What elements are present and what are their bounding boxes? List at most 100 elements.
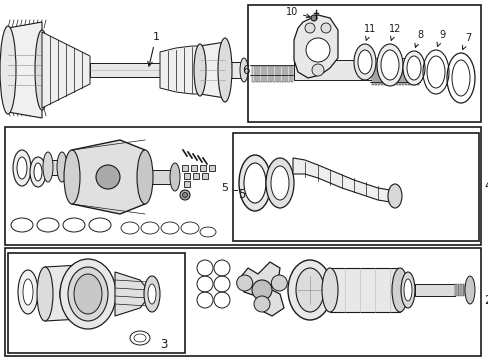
Polygon shape <box>240 262 284 316</box>
Polygon shape <box>293 15 337 78</box>
Bar <box>407 63 409 85</box>
Text: 7: 7 <box>462 33 470 49</box>
Polygon shape <box>292 158 389 202</box>
Ellipse shape <box>400 272 414 308</box>
Bar <box>459 284 461 296</box>
Bar <box>471 284 473 296</box>
Ellipse shape <box>170 163 180 191</box>
Polygon shape <box>42 32 90 108</box>
Bar <box>200 165 205 171</box>
Ellipse shape <box>239 155 270 211</box>
Bar <box>5 127 480 245</box>
Ellipse shape <box>295 268 324 312</box>
Ellipse shape <box>403 279 411 301</box>
Polygon shape <box>115 272 148 316</box>
Circle shape <box>180 190 190 200</box>
Bar <box>8 253 184 353</box>
Ellipse shape <box>74 274 102 314</box>
Bar <box>193 173 199 179</box>
Ellipse shape <box>353 44 375 80</box>
Bar <box>272 66 275 82</box>
Ellipse shape <box>72 267 88 321</box>
Bar <box>464 284 466 296</box>
Ellipse shape <box>68 267 108 321</box>
Text: 4: 4 <box>483 180 488 193</box>
Bar <box>386 63 388 85</box>
Bar <box>247 5 480 122</box>
Bar <box>371 63 373 85</box>
Bar <box>389 63 391 85</box>
Text: 5: 5 <box>238 189 245 202</box>
Ellipse shape <box>402 51 424 85</box>
Bar <box>467 284 468 296</box>
Text: 12: 12 <box>388 24 400 40</box>
Bar <box>413 63 415 85</box>
Ellipse shape <box>270 166 288 200</box>
Circle shape <box>320 23 330 33</box>
Text: 10: 10 <box>285 7 309 18</box>
Bar <box>232 133 478 241</box>
Bar <box>374 63 376 85</box>
Ellipse shape <box>57 152 67 182</box>
Ellipse shape <box>64 150 80 204</box>
Ellipse shape <box>387 184 401 208</box>
Bar <box>265 66 268 82</box>
Circle shape <box>271 275 287 291</box>
Polygon shape <box>200 42 224 98</box>
Ellipse shape <box>464 276 474 304</box>
Text: 2: 2 <box>483 293 488 306</box>
Bar <box>286 66 289 82</box>
Bar <box>280 66 282 82</box>
Ellipse shape <box>376 44 402 86</box>
Text: 3: 3 <box>160 338 167 351</box>
Bar <box>276 66 279 82</box>
Ellipse shape <box>34 163 42 181</box>
Ellipse shape <box>30 157 46 187</box>
Ellipse shape <box>218 38 231 102</box>
Ellipse shape <box>265 158 293 208</box>
Ellipse shape <box>391 268 407 312</box>
Bar <box>208 165 215 171</box>
Ellipse shape <box>0 26 16 114</box>
Text: 1: 1 <box>147 32 159 66</box>
Text: 5: 5 <box>221 183 227 193</box>
Ellipse shape <box>43 152 53 182</box>
Bar <box>255 66 258 82</box>
Ellipse shape <box>18 270 38 314</box>
Circle shape <box>311 64 324 76</box>
Ellipse shape <box>148 284 156 304</box>
Bar <box>293 60 371 80</box>
Text: 8: 8 <box>414 30 422 48</box>
Bar <box>251 66 254 82</box>
Circle shape <box>305 23 314 33</box>
Bar <box>182 165 187 171</box>
Bar <box>454 284 456 296</box>
Circle shape <box>253 296 269 312</box>
Ellipse shape <box>406 56 420 80</box>
Bar <box>283 66 285 82</box>
Bar <box>380 63 382 85</box>
Ellipse shape <box>321 268 337 312</box>
Bar <box>401 63 403 85</box>
Polygon shape <box>160 46 200 94</box>
Ellipse shape <box>240 58 247 82</box>
Bar <box>414 284 454 296</box>
Bar <box>183 181 190 187</box>
Bar <box>48 160 62 175</box>
Bar <box>262 66 264 82</box>
Circle shape <box>182 193 187 198</box>
Polygon shape <box>72 140 145 214</box>
Bar <box>383 63 385 85</box>
Ellipse shape <box>60 259 116 329</box>
Circle shape <box>251 280 271 300</box>
Bar <box>202 173 207 179</box>
Ellipse shape <box>17 157 27 179</box>
Ellipse shape <box>35 30 49 110</box>
Text: 11: 11 <box>363 24 375 40</box>
Ellipse shape <box>13 150 31 186</box>
Text: 6: 6 <box>242 63 249 77</box>
Bar <box>145 170 175 184</box>
Bar <box>183 173 190 179</box>
Polygon shape <box>45 265 80 321</box>
Ellipse shape <box>287 260 331 320</box>
